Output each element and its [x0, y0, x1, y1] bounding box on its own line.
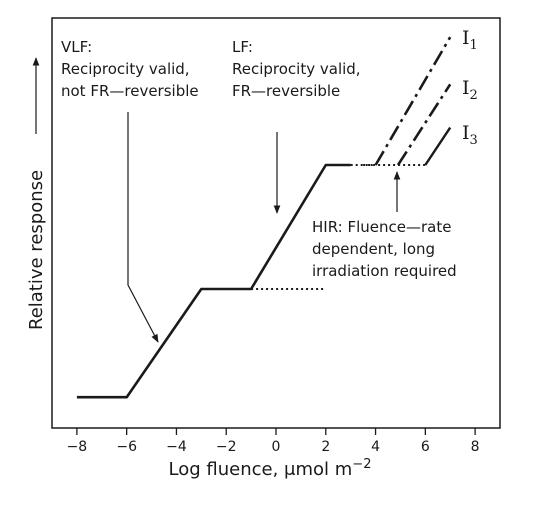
- x-axis-label-main: Log fluence, μmol m: [169, 459, 353, 480]
- x-tick-label: 0: [272, 439, 281, 455]
- x-tick-label: 6: [421, 439, 430, 455]
- annotation-vlf-line3: not FR—reversible: [61, 82, 199, 100]
- annotation-lf: LF: Reciprocity valid, FR—reversible: [232, 38, 365, 100]
- series-label-i1: I1: [462, 27, 478, 53]
- annotation-hir-line1: HIR: Fluence—rate: [312, 218, 451, 236]
- annotation-hir-line3: irradiation required: [312, 262, 457, 280]
- annotation-vlf-arrow: [127, 112, 159, 343]
- y-axis-label: Relative response: [26, 170, 47, 330]
- x-tick-label: −2: [216, 439, 237, 455]
- series-line-5: [424, 126, 452, 166]
- series-line-4: [396, 83, 452, 166]
- series-line-0: [76, 163, 351, 399]
- x-tick-label: 2: [321, 439, 330, 455]
- x-tick-label: 8: [471, 439, 480, 455]
- annotation-lf-line2: Reciprocity valid,: [232, 60, 361, 78]
- series-group: [76, 36, 452, 399]
- series-line-3: [374, 36, 452, 166]
- annotation-lf-line3: FR—reversible: [232, 82, 340, 100]
- annotation-hir-line2: dependent, long: [312, 240, 435, 258]
- x-axis-label-exp: −2: [352, 457, 371, 472]
- x-tick-label: 4: [371, 439, 380, 455]
- annotation-vlf-line1: VLF:: [61, 38, 92, 56]
- x-axis-label: Log fluence, μmol m−2: [169, 457, 372, 480]
- annotation-vlf: VLF: Reciprocity valid, not FR—reversibl…: [61, 38, 199, 100]
- annotation-hir: HIR: Fluence—rate dependent, long irradi…: [312, 218, 457, 280]
- annotation-lf-line1: LF:: [232, 38, 253, 56]
- x-ticks: −8 −6 −4 −2 0 2 4 6 8: [67, 428, 480, 455]
- x-tick-label: −4: [166, 439, 187, 455]
- series-label-i3: I3: [462, 122, 478, 148]
- annotation-vlf-line2: Reciprocity valid,: [61, 60, 190, 78]
- x-tick-label: −8: [67, 439, 88, 455]
- x-tick-label: −6: [116, 439, 137, 455]
- series-label-i2: I2: [462, 77, 478, 103]
